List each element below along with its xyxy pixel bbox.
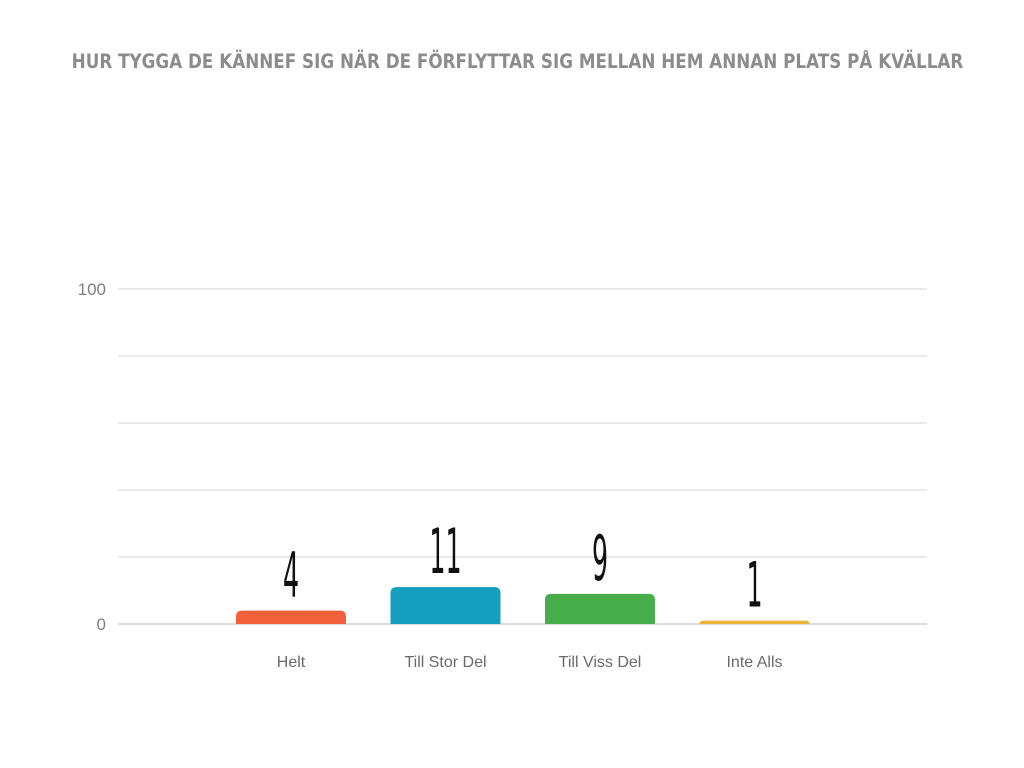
category-labels: Helt Till Stor Del Till Viss Del Inte Alls bbox=[277, 654, 783, 671]
bar-value-label: 9 bbox=[592, 524, 608, 596]
category-label: Till Viss Del bbox=[559, 654, 642, 671]
bar bbox=[390, 587, 501, 624]
category-label: Inte Alls bbox=[726, 654, 782, 671]
y-tick-label: 0 bbox=[97, 615, 106, 634]
bar bbox=[545, 593, 655, 624]
bar-value-label: 11 bbox=[429, 517, 461, 589]
bar bbox=[699, 620, 810, 624]
bar bbox=[236, 610, 346, 624]
chart-title: HUR TYGGA DE KÄNNEF SIG NÄR DE FÖRFLYTTA… bbox=[71, 50, 964, 73]
y-tick-label: 100 bbox=[78, 280, 106, 299]
bar-value-label: 4 bbox=[283, 540, 299, 612]
gridlines bbox=[118, 288, 927, 625]
bar-value-label: 1 bbox=[746, 550, 762, 622]
bars bbox=[236, 587, 810, 624]
category-label: Helt bbox=[277, 654, 306, 671]
data-labels: 4 11 9 1 bbox=[283, 517, 763, 623]
y-axis-ticks: 0 100 bbox=[78, 280, 106, 634]
category-label: Till Stor Del bbox=[404, 654, 486, 671]
